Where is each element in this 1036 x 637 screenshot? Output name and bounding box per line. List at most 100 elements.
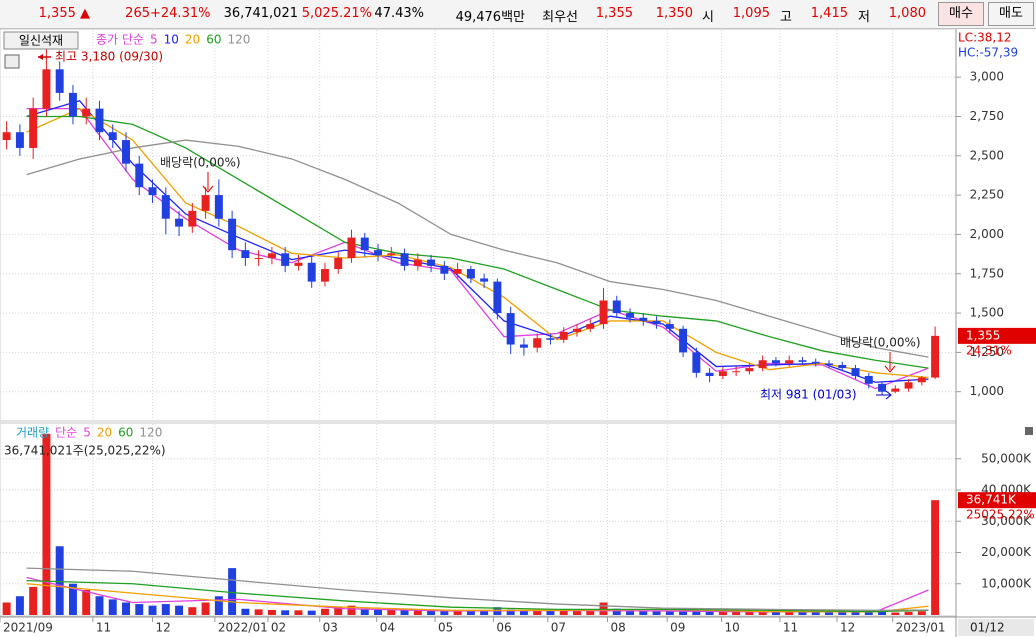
volume-bar (904, 611, 913, 615)
x-tick-label: 02 (271, 621, 286, 635)
volume-bar (440, 610, 449, 615)
quote-field: 36,741,021 (223, 6, 298, 21)
candle-body (2, 132, 11, 141)
legend-entry: 5 (150, 33, 158, 47)
candle-body (745, 368, 754, 372)
legend-entry: 120 (139, 426, 162, 440)
volume-bar (639, 610, 648, 615)
dividend-label: 배당락(0,00%) (840, 336, 921, 350)
y-tick-label: 10,000K (981, 576, 1032, 590)
volume-bar (294, 610, 303, 615)
x-tick-label: 03 (323, 621, 338, 635)
volume-bar (334, 607, 343, 615)
last-tag (958, 492, 1036, 509)
cursor-date: 01/12 (970, 621, 1005, 635)
candle-body (705, 372, 714, 376)
volume-summary: 36,741,021주(25,025,22%) (4, 444, 166, 458)
candle-body (665, 324, 674, 329)
ma-line (26, 567, 929, 611)
candle-body (427, 259, 436, 266)
volume-bar (546, 610, 555, 615)
legend-entry: 20 (185, 33, 200, 47)
volume-bar (15, 596, 24, 615)
volume-bar (758, 611, 767, 615)
volume-bar (188, 607, 197, 615)
volume-bar (626, 610, 635, 615)
volume-bar (400, 610, 409, 615)
volume-bar (506, 609, 515, 615)
x-tick-label: 2022/01 (218, 621, 268, 635)
candle-body (559, 331, 568, 340)
volume-bar (692, 610, 701, 615)
candle-body (732, 371, 741, 373)
quote-field: 1,355 ▲ (38, 6, 90, 21)
volume-bar (29, 586, 38, 615)
candle-body (771, 360, 780, 364)
hc-label: HC:-57,39 (958, 46, 1018, 60)
candle-body (639, 317, 648, 321)
x-tick-label: 11 (783, 621, 798, 635)
candle-body (347, 237, 356, 259)
quote-field: 1,355 (595, 6, 633, 21)
volume-bar (320, 608, 329, 615)
quote-field: 47.43% (374, 6, 424, 21)
y-tick-label: 3,000 (970, 70, 1004, 84)
quote-field: 49,476백만 (455, 10, 525, 25)
x-tick-label: 09 (670, 621, 685, 635)
volume-bar (108, 599, 117, 615)
candle-body (15, 132, 24, 148)
volume-bar (281, 610, 290, 615)
candle-body (864, 375, 873, 384)
candle-body (188, 210, 197, 227)
volume-bar (214, 596, 223, 615)
candle-body (175, 218, 184, 227)
y-tick-label: 2,750 (970, 109, 1004, 123)
volume-bar (785, 611, 794, 615)
volume-bar (665, 611, 674, 615)
y-tick-label: 50,000K (981, 451, 1032, 465)
stock-name[interactable]: 일신석재 (19, 34, 63, 48)
ma-line (26, 100, 929, 383)
pane-icon[interactable] (1025, 427, 1033, 435)
quote-field: 1,080 (888, 6, 926, 21)
volume-bar (347, 605, 356, 615)
volume-bar (42, 433, 51, 615)
candle-body (55, 69, 64, 93)
volume-bar (559, 610, 568, 615)
volume-bar (413, 610, 422, 615)
y-tick-label: 1,000 (970, 384, 1004, 398)
candle-body (148, 187, 157, 196)
volume-bar (82, 590, 91, 615)
stock-name-box[interactable] (3, 31, 79, 50)
x-tick-label: 11 (96, 621, 111, 635)
candle-body (334, 258, 343, 270)
legend-entry: 60 (206, 33, 221, 47)
ma-line (26, 139, 929, 358)
volume-bar (466, 611, 475, 615)
sell-button[interactable]: 매도 (988, 2, 1034, 26)
candle-body (453, 269, 462, 274)
legend-entry: 20 (97, 426, 112, 440)
candle-body (599, 300, 608, 325)
candle-body (320, 269, 329, 282)
candle-body (29, 108, 38, 148)
quote-field: 최우선 (542, 10, 578, 25)
candle-body (931, 335, 940, 378)
candle-body (586, 324, 595, 329)
candle-body (758, 360, 767, 369)
candle-body (161, 195, 170, 219)
candle-body (228, 218, 237, 251)
buy-button[interactable]: 매수 (938, 2, 984, 26)
volume-bar (838, 612, 847, 615)
y-tick-label: 30,000K (981, 514, 1032, 528)
candle-body (122, 140, 130, 164)
ma-line (26, 107, 929, 379)
x-tick-label: 08 (610, 621, 625, 635)
volume-bar (519, 610, 528, 615)
candle-body (201, 195, 210, 211)
grid-icon[interactable] (4, 54, 20, 69)
candle-body (546, 338, 555, 340)
candle-body (652, 320, 661, 325)
quote-bar: 매수 매도 1,355 ▲ 265 +24.31% 36,741,021 5,025.2… (0, 0, 1036, 29)
y-tick-label: 2,500 (970, 148, 1004, 162)
